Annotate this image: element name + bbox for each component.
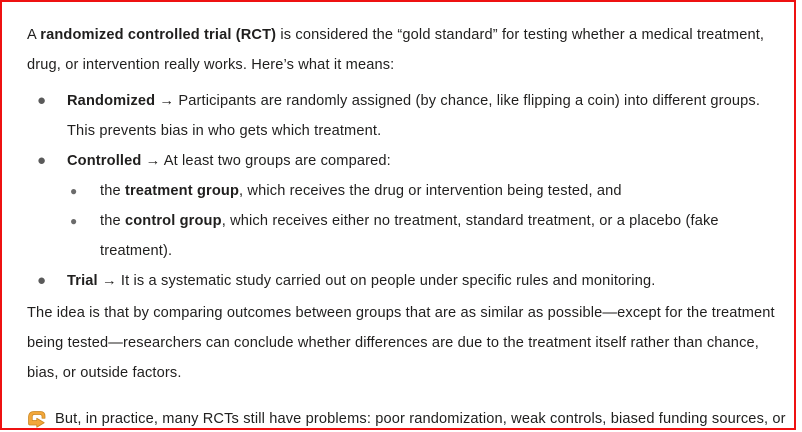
bullet-term: Trial xyxy=(67,273,98,289)
caveat-note-paragraph: But, in practice, many RCTs still have p… xyxy=(27,404,792,432)
intro-lead-rest: is considered the “gold standard” for te… xyxy=(27,27,765,73)
selection-frame-left-edge xyxy=(0,0,2,430)
bullet-term: Randomized xyxy=(67,93,156,109)
intro-lead-bold-term: randomized controlled trial (RCT) xyxy=(40,27,277,43)
sub-bullet-prefix: the xyxy=(100,213,125,229)
intro-lead-prefix: A xyxy=(27,27,41,43)
selection-frame-right-edge xyxy=(794,0,796,430)
bullet-text: Participants are randomly assigned (by c… xyxy=(67,93,761,139)
bullet-marker-icon: ● xyxy=(37,152,47,169)
list-item: ● Controlled → At least two groups are co… xyxy=(37,146,792,176)
sub-bullet-bold-term: control group xyxy=(124,213,222,229)
sub-bullet-suffix: , which receives the drug or interventio… xyxy=(239,183,622,199)
bullet-text: At least two groups are compared: xyxy=(163,153,391,169)
sub-bullet-list: ● the treatment group, which receives the… xyxy=(27,176,792,266)
bullet-arrow-icon: → xyxy=(97,273,121,289)
list-item: ● the treatment group, which receives the… xyxy=(70,176,792,206)
sub-bullet-marker-icon: ● xyxy=(70,214,78,228)
definition-bullet-list: ● Randomized → Participants are randomly … xyxy=(27,86,792,296)
pointing-right-hand-icon xyxy=(27,408,51,430)
sub-bullet-prefix: the xyxy=(100,183,125,199)
sub-bullet-bold-term: treatment group xyxy=(124,183,240,199)
sub-bullet-marker-icon: ● xyxy=(70,184,78,198)
caveat-note-text: But, in practice, many RCTs still have p… xyxy=(55,411,786,427)
sub-bullet-suffix: , which receives either no treatment, st… xyxy=(100,213,719,259)
list-item: ● Trial → It is a systematic study carrie… xyxy=(37,266,792,296)
list-item: ● Randomized → Participants are randomly … xyxy=(37,86,792,146)
bullet-marker-icon: ● xyxy=(37,92,47,109)
summary-paragraph: The idea is that by comparing outcomes b… xyxy=(27,305,775,381)
bullet-text: It is a systematic study carried out on … xyxy=(120,273,656,289)
bullet-term: Controlled xyxy=(67,153,142,169)
selection-frame-top-edge xyxy=(0,0,796,2)
selection-frame-bottom-edge xyxy=(0,428,796,430)
intro-paragraph: A randomized controlled trial (RCT) is c… xyxy=(27,20,790,80)
list-item: ● the control group, which receives eithe… xyxy=(70,206,792,266)
bullet-arrow-icon: → xyxy=(141,153,164,169)
bullet-arrow-icon: → xyxy=(155,93,179,109)
bullet-marker-icon: ● xyxy=(37,272,47,289)
